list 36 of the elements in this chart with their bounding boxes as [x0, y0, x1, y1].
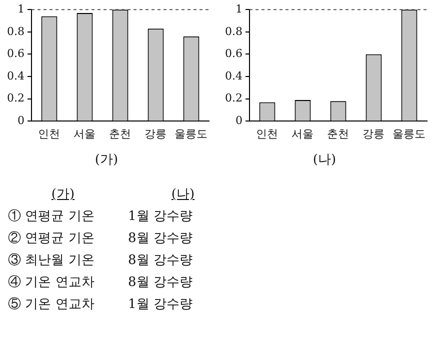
y-tick-label: 0.4 [224, 69, 242, 82]
x-tick-label: 강릉 [144, 128, 167, 141]
y-tick-label: 0 [235, 114, 242, 128]
text: (나) [170, 186, 196, 203]
text: 1월 강수량 [128, 208, 194, 225]
x-tick-label: 춘천 [109, 128, 132, 141]
text: ④ 기온 연교차 [8, 274, 96, 291]
text: ③ 최난월 기온 [8, 252, 96, 269]
text: ⑤ 기온 연교차 [8, 296, 96, 313]
y-tick-label: 0.6 [6, 47, 24, 60]
x-tick-label: 울릉도 [174, 128, 208, 141]
y-tick-label: 0.2 [224, 92, 242, 105]
x-tick-label: 서울 [292, 128, 314, 141]
x-tick-label: 춘천 [327, 128, 350, 141]
y-tick-label: 0.6 [224, 47, 242, 60]
text: (가) [94, 152, 118, 168]
text: (가) [50, 186, 76, 203]
y-tick-label: 0 [17, 114, 24, 128]
x-tick-label: 인천 [256, 128, 278, 141]
text: 8월 강수량 [128, 230, 194, 247]
y-tick-label: 0.8 [224, 24, 242, 38]
text: (나) [312, 152, 336, 168]
y-tick-label: 0.4 [6, 69, 24, 82]
y-tick-label: 0.8 [6, 24, 24, 38]
y-tick-label: 0.2 [6, 92, 24, 105]
text: 1월 강수량 [128, 296, 194, 313]
text: 8월 강수량 [128, 252, 194, 269]
text: 8월 강수량 [128, 274, 194, 291]
y-tick-label: 1 [17, 2, 24, 16]
y-tick-label: 1 [235, 2, 242, 16]
x-tick-label: 서울 [74, 128, 96, 141]
text: ① 연평균 기온 [8, 208, 96, 225]
x-tick-label: 인천 [38, 128, 60, 141]
text: ② 연평균 기온 [8, 230, 96, 247]
x-tick-label: 울릉도 [392, 128, 426, 141]
x-tick-label: 강릉 [362, 128, 385, 141]
